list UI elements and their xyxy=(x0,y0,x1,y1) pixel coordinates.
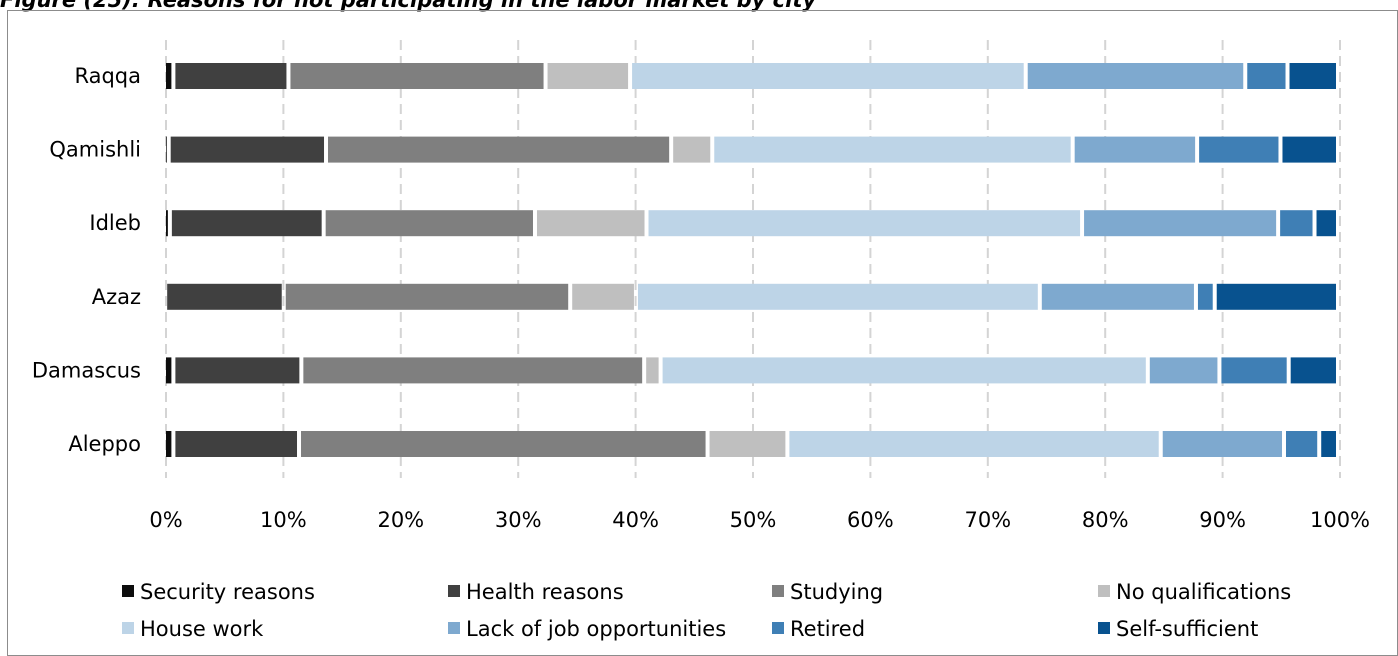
bar-raqqa-no-qualifications xyxy=(547,63,629,89)
bar-aleppo-house-work xyxy=(789,431,1159,457)
bar-raqqa-retired xyxy=(1247,63,1286,89)
bar-raqqa-house-work xyxy=(632,63,1024,89)
legend-label-lack-of-job-opportunities: Lack of job opportunities xyxy=(466,617,726,641)
bar-idleb-lack-of-job-opportunities xyxy=(1084,210,1277,237)
bar-damascus-no-qualifications xyxy=(646,357,659,384)
bar-damascus-health-reasons xyxy=(175,357,300,384)
x-tick-label-0: 0% xyxy=(149,508,182,532)
bar-damascus-self-sufficient xyxy=(1290,357,1336,384)
bar-damascus-lack-of-job-opportunities xyxy=(1149,357,1218,384)
bar-azaz-studying xyxy=(285,283,569,310)
bar-aleppo-self-sufficient xyxy=(1321,431,1336,457)
bar-aleppo-lack-of-job-opportunities xyxy=(1162,431,1282,457)
bar-qamishli-no-qualifications xyxy=(673,136,711,163)
x-tick-label-40: 40% xyxy=(612,508,659,532)
category-label-damascus: Damascus xyxy=(32,358,141,382)
bar-azaz-self-sufficient xyxy=(1216,283,1336,310)
bar-idleb-security-reasons xyxy=(166,210,168,237)
bar-damascus-studying xyxy=(303,357,643,384)
bar-idleb-house-work xyxy=(648,210,1081,237)
legend-swatch-no-qualifications xyxy=(1098,585,1110,597)
x-tick-label-70: 70% xyxy=(964,508,1011,532)
bar-damascus-house-work xyxy=(662,357,1146,384)
x-tick-label-20: 20% xyxy=(377,508,424,532)
gridlines xyxy=(165,40,1341,478)
legend: Security reasons Health reasons Studying No… xyxy=(122,580,1291,641)
bar-azaz-lack-of-job-opportunities xyxy=(1041,283,1194,310)
bar-aleppo-health-reasons xyxy=(175,431,298,457)
bar-idleb-health-reasons xyxy=(171,210,322,237)
legend-swatch-health-reasons xyxy=(448,585,460,597)
legend-label-no-qualifications: No qualifications xyxy=(1116,580,1291,604)
bar-azaz-retired xyxy=(1197,283,1213,310)
legend-swatch-lack-of-job-opportunities xyxy=(448,622,460,634)
bar-damascus-retired xyxy=(1221,357,1287,384)
bar-azaz-health-reasons xyxy=(167,283,282,310)
bar-raqqa-security-reasons xyxy=(166,63,172,89)
x-tick-label-90: 90% xyxy=(1199,508,1246,532)
category-label-azaz: Azaz xyxy=(92,285,141,309)
x-tick-label-60: 60% xyxy=(847,508,894,532)
bar-aleppo-security-reasons xyxy=(166,431,172,457)
x-tick-label-10: 10% xyxy=(260,508,307,532)
bar-aleppo-studying xyxy=(301,431,706,457)
legend-swatch-house-work xyxy=(122,622,134,634)
bar-azaz-no-qualifications xyxy=(572,283,634,310)
bar-idleb-self-sufficient xyxy=(1316,210,1336,237)
x-tick-label-50: 50% xyxy=(730,508,777,532)
figure-title: Figure (25): Reasons for not participati… xyxy=(0,0,817,12)
legend-swatch-studying xyxy=(772,585,784,597)
legend-label-studying: Studying xyxy=(790,580,883,604)
bars xyxy=(166,63,1336,457)
legend-swatch-self-sufficient xyxy=(1098,622,1110,634)
x-tick-label-100: 100% xyxy=(1310,508,1370,532)
bar-azaz-house-work xyxy=(637,283,1038,310)
category-label-raqqa: Raqqa xyxy=(74,64,141,88)
legend-swatch-retired xyxy=(772,622,784,634)
bar-aleppo-no-qualifications xyxy=(709,431,786,457)
bar-qamishli-house-work xyxy=(714,136,1071,163)
bar-qamishli-retired xyxy=(1199,136,1279,163)
legend-label-self-sufficient: Self-sufficient xyxy=(1116,617,1258,641)
bar-damascus-security-reasons xyxy=(166,357,172,384)
bar-aleppo-retired xyxy=(1285,431,1318,457)
x-tick-labels: 0% 10% 20% 30% 40% 50% 60% 70% 80% 90% 100% xyxy=(149,508,1370,532)
category-labels: Raqqa Qamishli Idleb Azaz Damascus Aleppo xyxy=(32,64,141,456)
category-label-qamishli: Qamishli xyxy=(49,138,141,162)
legend-label-retired: Retired xyxy=(790,617,865,641)
bar-qamishli-security-reasons xyxy=(166,136,167,163)
legend-label-health-reasons: Health reasons xyxy=(466,580,624,604)
bar-raqqa-self-sufficient xyxy=(1289,63,1336,89)
bar-idleb-studying xyxy=(325,210,533,237)
category-label-idleb: Idleb xyxy=(89,211,141,235)
x-tick-label-30: 30% xyxy=(495,508,542,532)
legend-swatch-security-reasons xyxy=(122,585,134,597)
bar-idleb-no-qualifications xyxy=(536,210,645,237)
category-label-aleppo: Aleppo xyxy=(68,432,141,456)
bar-qamishli-health-reasons xyxy=(170,136,325,163)
x-tick-label-80: 80% xyxy=(1082,508,1129,532)
bar-idleb-retired xyxy=(1280,210,1313,237)
bar-qamishli-self-sufficient xyxy=(1282,136,1336,163)
bar-qamishli-studying xyxy=(328,136,670,163)
bar-raqqa-studying xyxy=(290,63,544,89)
bar-qamishli-lack-of-job-opportunities xyxy=(1074,136,1196,163)
legend-label-house-work: House work xyxy=(140,617,264,641)
legend-label-security-reasons: Security reasons xyxy=(140,580,315,604)
bar-raqqa-lack-of-job-opportunities xyxy=(1027,63,1244,89)
bar-raqqa-health-reasons xyxy=(175,63,287,89)
